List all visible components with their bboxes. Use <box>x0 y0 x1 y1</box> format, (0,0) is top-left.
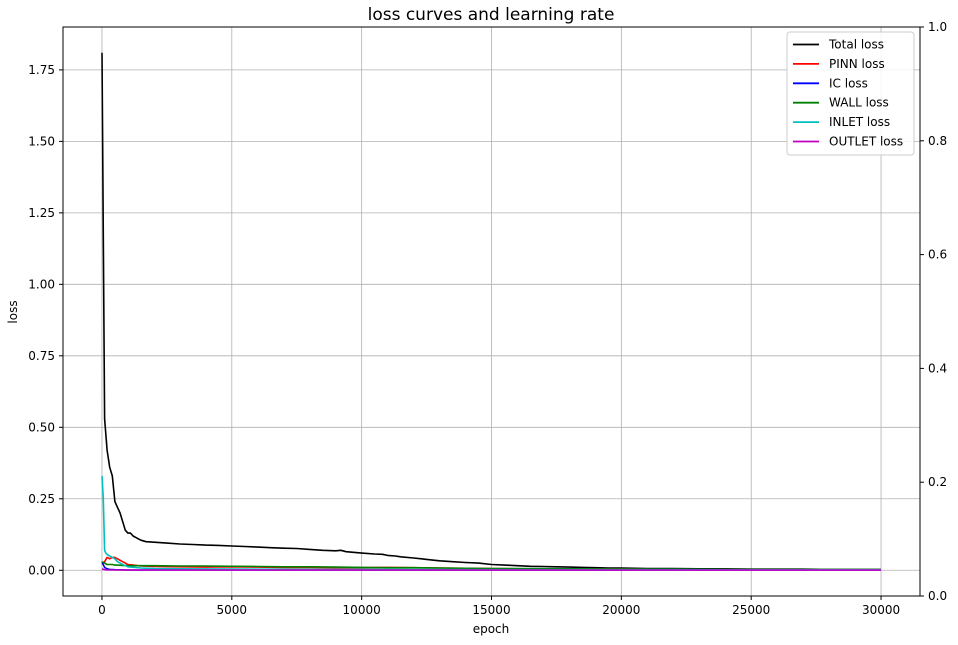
x-tick-label: 5000 <box>217 603 248 617</box>
x-tick-label: 10000 <box>343 603 381 617</box>
legend-box <box>786 31 915 156</box>
x-tick-label: 20000 <box>602 603 640 617</box>
y-axis-label: loss <box>6 300 20 323</box>
legend: Total loss PINN loss IC loss WALL loss INLET… <box>786 31 915 156</box>
y-tick-label: 0.00 <box>28 563 55 577</box>
y2-tick-label: 0.0 <box>928 589 947 603</box>
y2-tick-label: 0.8 <box>928 134 947 148</box>
x-axis-label: epoch <box>473 622 510 636</box>
series-line-outlet-loss <box>101 568 881 571</box>
chart-title: loss curves and learning rate <box>368 5 615 25</box>
legend-label-wall-loss: WALL loss <box>829 96 889 110</box>
y2-tick-label: 0.4 <box>928 361 947 375</box>
series-line-total-loss <box>101 52 881 571</box>
y-tick-label: 1.00 <box>28 277 55 291</box>
series-lines <box>101 52 881 571</box>
y-tick-label: 0.25 <box>28 492 55 506</box>
y-tick-label: 1.25 <box>28 206 55 220</box>
y2-axis-ticks: 0.0 0.2 0.4 0.6 0.8 1.0 <box>920 20 947 603</box>
x-tick-label: 0 <box>98 603 106 617</box>
y2-tick-label: 1.0 <box>928 20 947 34</box>
y-tick-label: 1.50 <box>28 134 55 148</box>
y2-tick-label: 0.2 <box>928 475 947 489</box>
legend-label-total-loss: Total loss <box>828 38 884 52</box>
legend-label-pinn-loss: PINN loss <box>829 57 885 71</box>
y-tick-label: 0.75 <box>28 349 55 363</box>
y-axis-ticks: 0.00 0.25 0.50 0.75 1.00 1.25 1.50 1.75 <box>28 63 63 577</box>
y-tick-label: 0.50 <box>28 420 55 434</box>
legend-label-outlet-loss: OUTLET loss <box>829 135 903 149</box>
legend-label-inlet-loss: INLET loss <box>829 115 890 129</box>
y2-tick-label: 0.6 <box>928 248 947 262</box>
x-axis-ticks: 0 5000 10000 15000 20000 25000 30000 <box>98 596 900 617</box>
legend-label-ic-loss: IC loss <box>829 76 868 90</box>
x-tick-label: 30000 <box>862 603 900 617</box>
y-tick-label: 1.75 <box>28 63 55 77</box>
x-tick-label: 25000 <box>732 603 770 617</box>
x-tick-label: 15000 <box>472 603 510 617</box>
